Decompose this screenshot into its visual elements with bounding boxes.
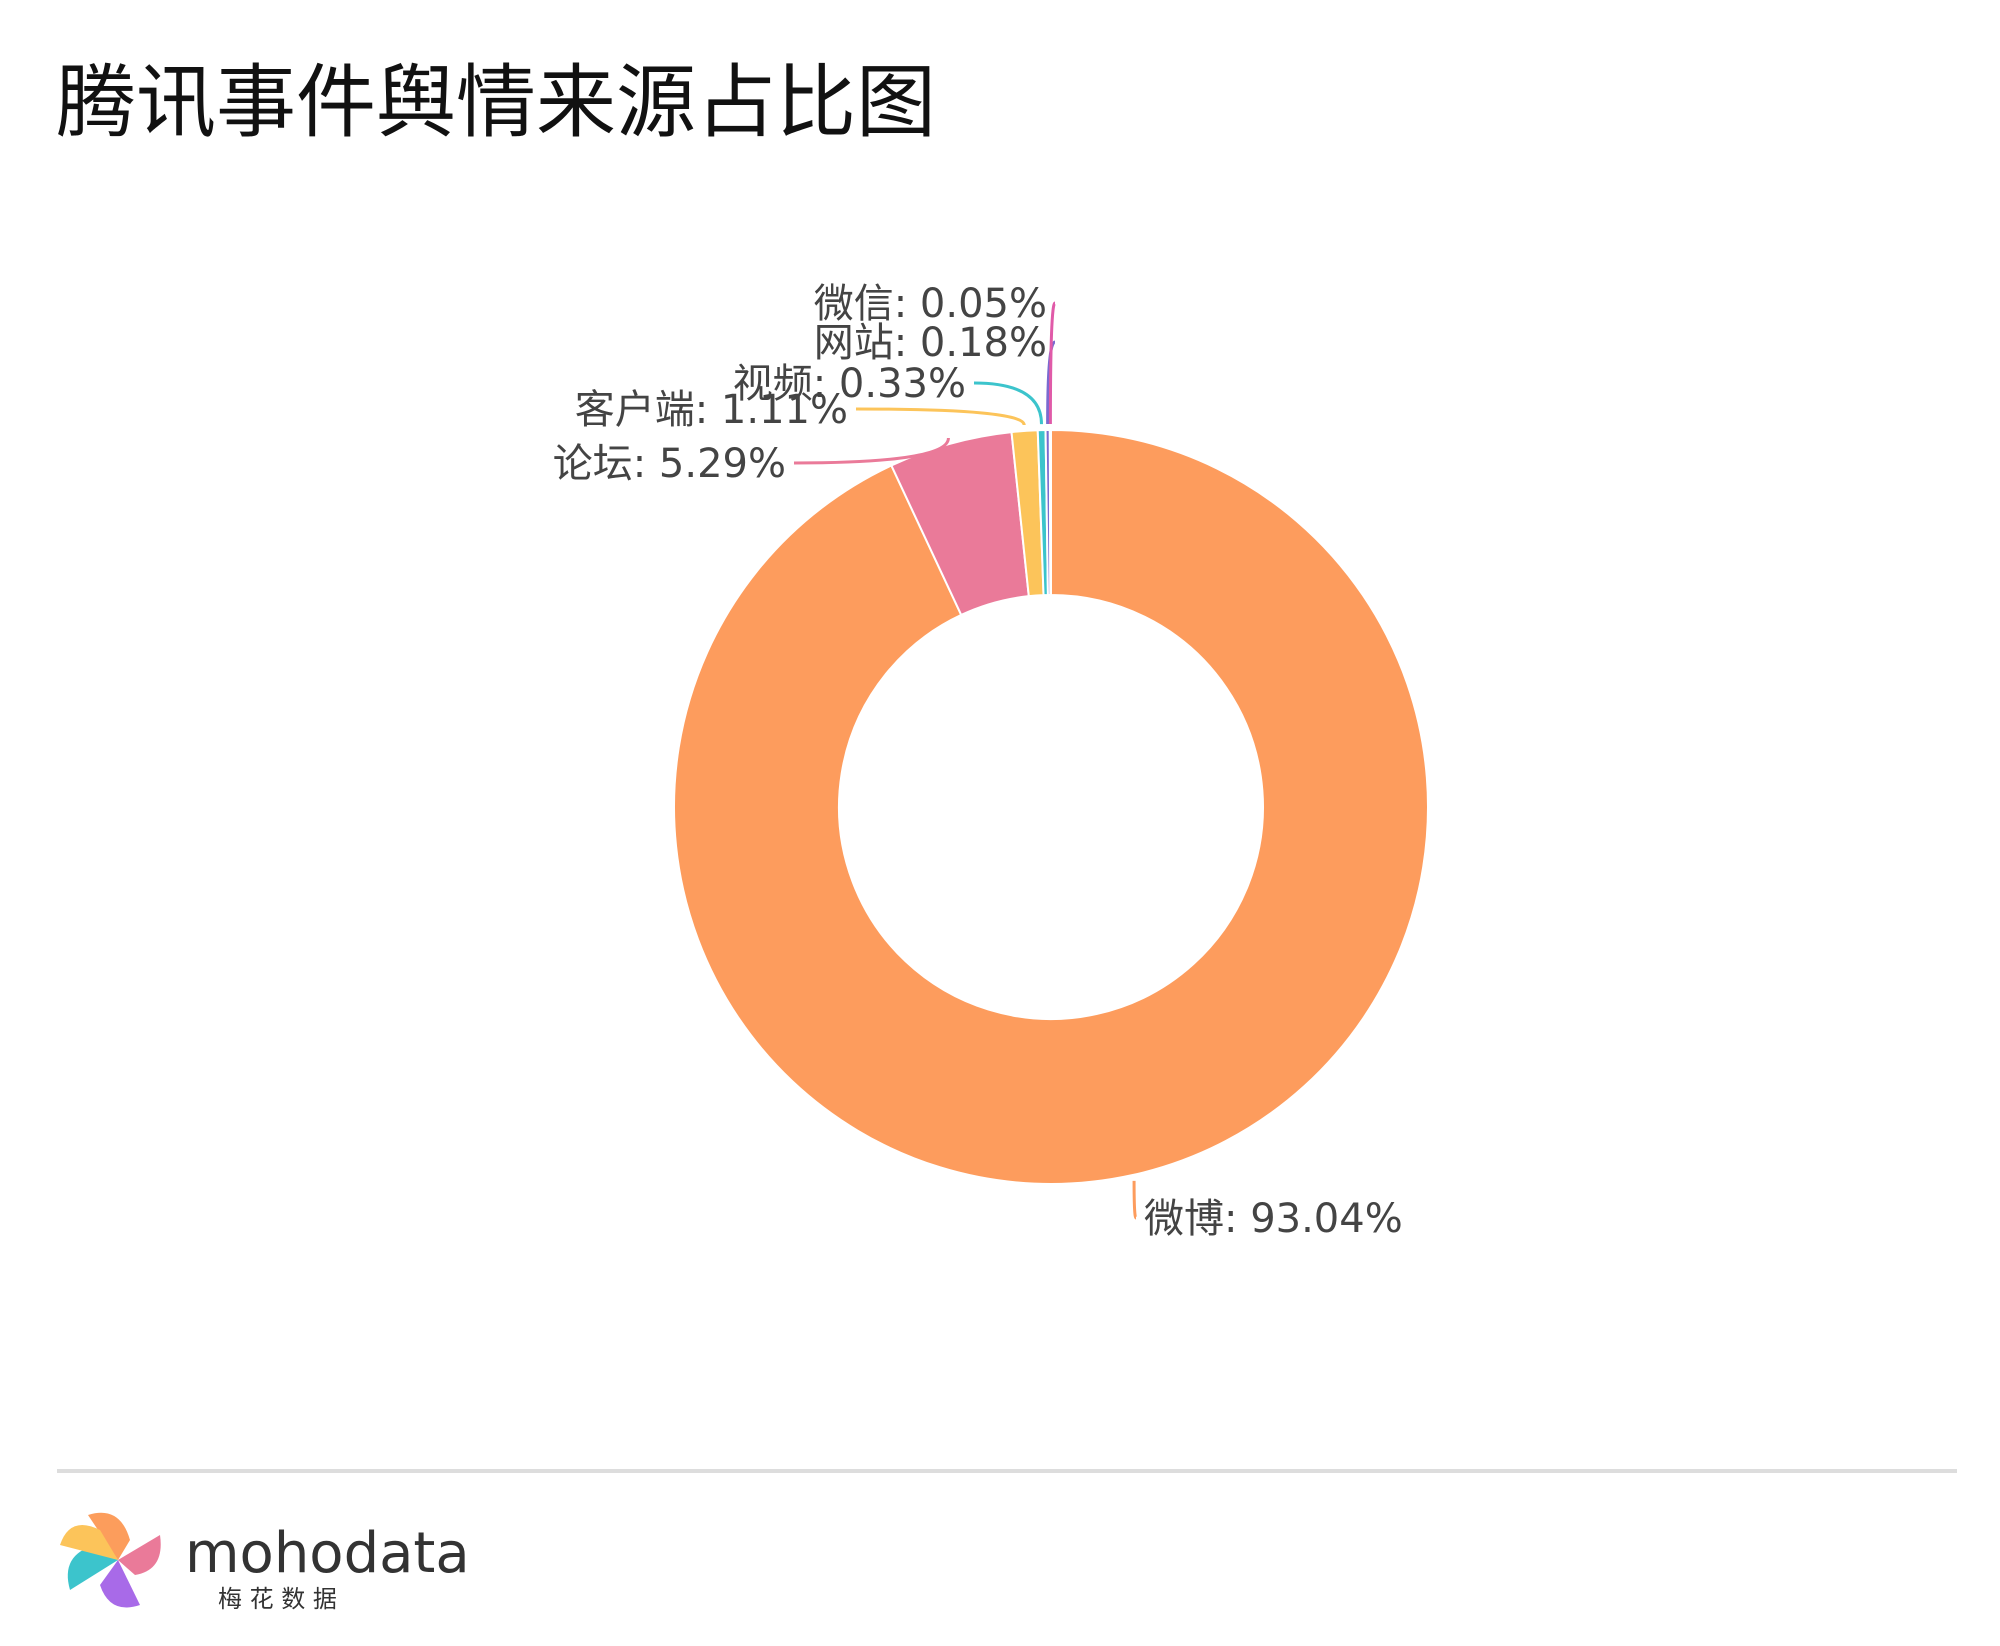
chart-title: 腾讯事件舆情来源占比图 [56, 56, 936, 149]
leader-line [793, 437, 950, 465]
leader-line [855, 407, 1026, 426]
data-label: 网站: 0.18% [814, 320, 1047, 366]
brand-tagline: 梅 花 数 据 [218, 1585, 337, 1613]
brand: mohodata [185, 1521, 470, 1586]
data-label: 微博: 93.04% [1144, 1196, 1403, 1242]
data-label: 论坛: 5.29% [553, 441, 786, 487]
data-label: 客户端: 1.11% [575, 387, 848, 433]
data-label: 微信: 0.05% [814, 281, 1047, 327]
pie-slice [1048, 428, 1052, 597]
leader-line [1048, 301, 1057, 425]
leader-line [973, 381, 1043, 425]
pie-slice [673, 428, 1429, 1185]
logo [60, 1512, 161, 1608]
data-label: 视频: 0.33% [733, 361, 966, 407]
leader-line [1132, 1180, 1138, 1220]
